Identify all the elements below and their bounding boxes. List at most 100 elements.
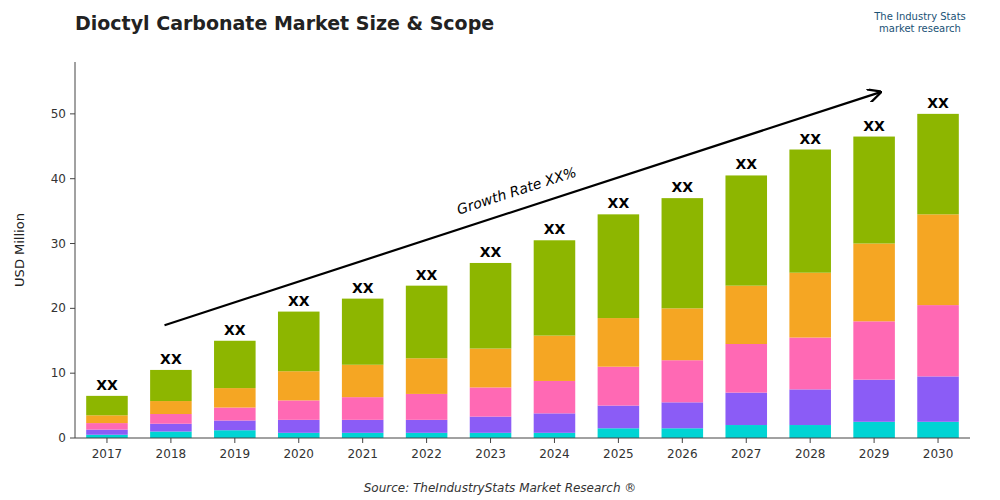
x-tick-label: 2018 <box>156 447 187 461</box>
x-tick <box>746 438 747 443</box>
x-tick <box>298 438 299 443</box>
bar-segment <box>789 389 831 425</box>
bar-segment <box>662 402 704 428</box>
bar-segment <box>406 420 448 433</box>
bar-segment <box>534 413 576 432</box>
x-tick <box>426 438 427 443</box>
bar-segment <box>342 397 384 420</box>
bar-segment <box>406 394 448 420</box>
bar-segment <box>406 286 448 359</box>
x-tick-label: 2027 <box>731 447 762 461</box>
stack-label: XX <box>927 95 949 111</box>
bar-segment <box>662 198 704 308</box>
x-tick <box>234 438 235 443</box>
bar-segment <box>342 299 384 365</box>
bar-segment <box>853 380 895 422</box>
stack-label: XX <box>480 244 502 260</box>
y-tick-label: 40 <box>51 172 66 186</box>
y-tick <box>70 243 75 244</box>
y-axis-line <box>75 62 76 438</box>
x-tick <box>362 438 363 443</box>
bar-segment <box>917 114 959 214</box>
bar-segment <box>598 428 640 438</box>
x-tick-label: 2028 <box>795 447 826 461</box>
stack-label: XX <box>352 280 374 296</box>
bar-segment <box>214 388 256 407</box>
bar-segment <box>534 433 576 438</box>
x-tick-label: 2025 <box>603 447 634 461</box>
x-tick <box>810 438 811 443</box>
bar-segment <box>86 415 128 423</box>
bar-segment <box>342 365 384 397</box>
x-tick-label: 2024 <box>539 447 570 461</box>
bar-segment <box>470 433 512 438</box>
growth-arrow <box>165 92 881 325</box>
bar-segment <box>406 433 448 438</box>
bar-segment <box>278 312 320 372</box>
stack-labels: XXXXXXXXXXXXXXXXXXXXXXXXXXXX <box>96 95 949 393</box>
bar-segment <box>278 371 320 400</box>
bar-segment <box>662 360 704 402</box>
bar-segment <box>917 305 959 376</box>
x-tick-label: 2017 <box>92 447 123 461</box>
stack-label: XX <box>96 377 118 393</box>
stack-label: XX <box>863 118 885 134</box>
logo-line: The Industry Stats <box>873 11 966 22</box>
bar-segment <box>86 430 128 435</box>
bar-segment <box>278 420 320 433</box>
bar-segment <box>534 381 576 413</box>
x-tick <box>618 438 619 443</box>
stack-label: XX <box>416 267 438 283</box>
x-tick-label: 2030 <box>923 447 954 461</box>
y-tick <box>70 438 75 439</box>
stack-label: XX <box>288 293 310 309</box>
bar-segment <box>150 370 192 401</box>
y-axis-label: USD Million <box>12 213 27 287</box>
annotation: Growth Rate XX% <box>455 164 579 218</box>
bar-segment <box>150 424 192 432</box>
bars <box>86 114 959 438</box>
chart: Dioctyl Carbonate Market Size & Scope The… <box>0 0 1000 500</box>
bar-segment <box>534 336 576 381</box>
x-axis-line <box>75 438 970 439</box>
x-tick-label: 2029 <box>859 447 890 461</box>
bar-segment <box>278 433 320 438</box>
y-tick <box>70 308 75 309</box>
x-tick <box>938 438 939 443</box>
bar-segment <box>725 286 767 344</box>
title: Dioctyl Carbonate Market Size & Scope <box>75 12 494 34</box>
bar-segment <box>214 430 256 438</box>
bar-segment <box>406 358 448 394</box>
bar-segment <box>853 137 895 244</box>
y-tick-label: 0 <box>58 431 66 445</box>
y-tick <box>70 178 75 179</box>
bar-segment <box>598 214 640 318</box>
bar-segment <box>470 417 512 433</box>
stack-label: XX <box>160 351 182 367</box>
bar-segment <box>853 422 895 438</box>
bar-segment <box>725 425 767 438</box>
bar-segment <box>86 396 128 415</box>
bar-segment <box>598 318 640 367</box>
y-tick-label: 30 <box>51 237 66 251</box>
y-tick-label: 10 <box>51 366 66 380</box>
y-tick-label: 20 <box>51 301 66 315</box>
bar-segment <box>853 321 895 379</box>
y-tick <box>70 373 75 374</box>
x-tick-label: 2022 <box>411 447 442 461</box>
stack-label: XX <box>672 179 694 195</box>
bar-segment <box>853 244 895 322</box>
background <box>0 0 1000 500</box>
bar-segment <box>214 341 256 388</box>
x-tick-label: 2020 <box>283 447 314 461</box>
bar-segment <box>86 423 128 429</box>
bar-segment <box>725 175 767 285</box>
bar-segment <box>789 273 831 338</box>
logo: The Industry Statsmarket research <box>873 11 966 34</box>
bar-segment <box>662 428 704 438</box>
stack-label: XX <box>544 221 566 237</box>
x-tick <box>170 438 171 443</box>
x-tick-label: 2021 <box>347 447 378 461</box>
y-tick-label: 50 <box>51 107 66 121</box>
x-tick <box>490 438 491 443</box>
